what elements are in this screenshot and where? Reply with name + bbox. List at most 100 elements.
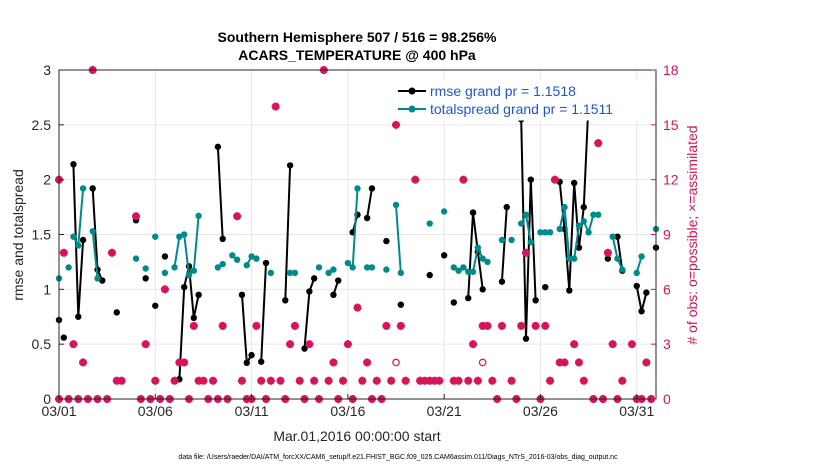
chart-subtitle: ACARS_TEMPERATURE @ 400 hPa [238, 47, 476, 63]
totalspread-point [79, 185, 87, 192]
totalspread-point [142, 265, 149, 272]
rmse-point [469, 209, 477, 216]
obs-assimilated-marker-core [273, 104, 278, 109]
y-left-tick-label: 2 [43, 172, 51, 188]
y-right-tick-label: 3 [663, 336, 671, 352]
obs-assimilated-marker-core [153, 378, 158, 383]
obs-assimilated-marker [276, 376, 285, 385]
obs-assimilated-marker [464, 376, 473, 385]
y-left-tick-label: 2.5 [32, 117, 52, 133]
rmse-point [94, 266, 101, 273]
obs-assimilated-marker-core [239, 378, 245, 383]
obs-assimilated-marker-core [533, 323, 538, 329]
obs-assimilated-marker-core [456, 378, 461, 383]
totalspread-point [460, 264, 467, 271]
totalspread-point [363, 264, 371, 271]
obs-assimilated-marker [372, 376, 381, 385]
chart-title: Southern Hemisphere 507 / 516 = 98.256% [218, 29, 498, 45]
obs-assimilated-marker [618, 376, 627, 385]
totalspread-point [176, 233, 183, 240]
obs-assimilated-marker [454, 376, 463, 385]
rmse-point [397, 301, 405, 308]
obs-assimilated-marker-core [499, 323, 505, 329]
totalspread-point [161, 269, 169, 277]
rmse-point [258, 358, 265, 365]
obs-assimilated-marker-core [610, 341, 615, 347]
totalspread-point [566, 255, 573, 262]
obs-assimilated-marker [570, 340, 579, 349]
obs-assimilated-marker [189, 321, 198, 330]
obs-assimilated-marker-core [311, 378, 317, 383]
obs-assimilated-marker [531, 321, 540, 330]
totalspread-point [542, 229, 549, 236]
totalspread-point [517, 220, 525, 227]
totalspread-point [291, 269, 299, 277]
obs-assimilated-marker-core [509, 378, 514, 383]
totalspread-point [354, 185, 361, 192]
totalspread-point [315, 264, 323, 271]
obs-assimilated-marker [69, 340, 78, 349]
obs-assimilated-marker-core [172, 378, 177, 383]
obs-assimilated-marker [324, 376, 333, 385]
rmse-point [185, 263, 193, 270]
obs-assimilated-marker-core [133, 214, 139, 219]
totalspread-point [243, 262, 250, 269]
rmse-point [479, 286, 486, 293]
obs-assimilated-marker [401, 376, 410, 385]
rmse-point [465, 294, 472, 302]
y-left-tick-label: 1 [43, 281, 51, 297]
totalspread-point [267, 269, 275, 277]
obs-assimilated-marker [286, 340, 295, 349]
obs-assimilated-marker-core [355, 305, 360, 310]
totalspread-point [325, 269, 332, 277]
totalspread-point [397, 269, 405, 277]
legend-spread-marker [408, 105, 416, 113]
obs-assimilated-marker-core [562, 360, 567, 365]
obs-assimilated-marker-core [307, 341, 312, 347]
obs-assimilated-marker [387, 376, 396, 385]
y-left-tick-label: 1.5 [32, 227, 52, 243]
totalspread-point [527, 238, 535, 246]
obs-assimilated-marker [546, 376, 555, 385]
rmse-point [75, 313, 82, 320]
obs-assimilated-marker-core [210, 378, 216, 383]
obs-assimilated-marker-core [287, 341, 293, 347]
obs-assimilated-marker-core [403, 378, 408, 383]
obs-assimilated-marker [160, 285, 169, 294]
y-right-tick-label: 15 [663, 117, 679, 133]
obs-assimilated-marker [79, 358, 88, 367]
legend-rmse-marker [408, 87, 416, 95]
rmse-point [301, 345, 308, 352]
rmse-point [503, 203, 510, 211]
totalspread-point [152, 233, 159, 240]
obs-assimilated-marker [411, 175, 420, 184]
rmse-point [580, 203, 587, 211]
totalspread-point [392, 201, 400, 209]
totalspread-point [455, 267, 462, 274]
rmse-point [286, 162, 294, 169]
rmse-point [248, 351, 255, 359]
rmse-point [195, 291, 202, 299]
obs-assimilated-marker-core [268, 378, 274, 383]
rmse-point [306, 288, 313, 295]
obs-assimilated-marker [59, 248, 68, 257]
obs-assimilated-marker [488, 376, 497, 385]
obs-assimilated-marker-core [254, 323, 259, 329]
obs-assimilated-marker-core [234, 214, 240, 219]
totalspread-point [440, 208, 448, 215]
totalspread-point [522, 211, 530, 218]
obs-assimilated-marker-core [552, 177, 558, 182]
rmse-point [282, 297, 289, 304]
totalspread-point [185, 271, 193, 279]
totalspread-point [556, 225, 563, 233]
totalspread-point [537, 229, 544, 236]
y-right-tick-label: 9 [663, 227, 671, 243]
obs-assimilated-marker-core [201, 378, 206, 383]
obs-assimilated-marker-core [360, 378, 365, 383]
y-left-tick-label: 0 [43, 391, 51, 407]
obs-assimilated-marker-core [596, 140, 601, 146]
tick-labels: 03/01 03/06 03/11 03/16 03/21 03/26 03/31 0 0.5 1… [32, 62, 679, 419]
totalspread-point [426, 220, 433, 227]
obs-assimilated-marker-core [297, 378, 302, 383]
obs-assimilated-marker [271, 102, 280, 111]
